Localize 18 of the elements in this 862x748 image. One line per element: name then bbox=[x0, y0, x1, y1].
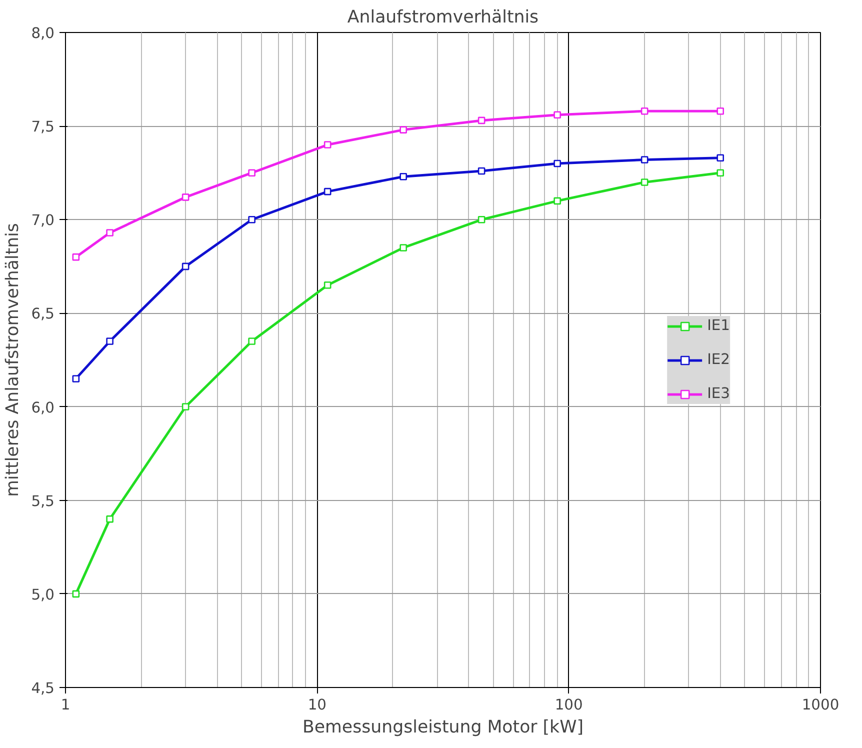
chart-title: Anlaufstromverhältnis bbox=[347, 8, 539, 28]
y-tick-label: 6,5 bbox=[31, 306, 55, 323]
x-tick-label: 100 bbox=[554, 696, 583, 714]
y-tick-label: 4,5 bbox=[31, 680, 55, 697]
y-tick-label: 5,0 bbox=[31, 586, 55, 604]
y-tick-label: 7,0 bbox=[31, 212, 55, 230]
legend-label: IE1 bbox=[707, 317, 730, 334]
legend-label: IE2 bbox=[707, 351, 730, 368]
y-axis-title: mittleres Anlaufstromverhältnis bbox=[3, 223, 24, 497]
x-tick-label: 10 bbox=[308, 696, 326, 714]
x-tick-label: 1000 bbox=[802, 696, 840, 714]
x-tick-label: 1 bbox=[60, 696, 70, 714]
x-axis-title: Bemessungsleistung Motor [kW] bbox=[302, 718, 584, 738]
y-tick-label: 6,0 bbox=[31, 399, 55, 416]
legend-label: IE3 bbox=[707, 385, 730, 402]
y-tick-label: 5,5 bbox=[31, 492, 55, 510]
y-tick-label: 7,5 bbox=[31, 118, 55, 136]
y-tick-label: 8,0 bbox=[31, 25, 55, 42]
